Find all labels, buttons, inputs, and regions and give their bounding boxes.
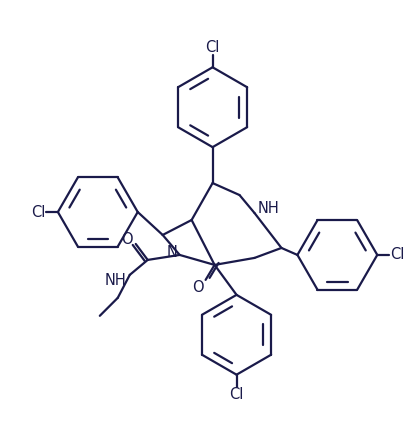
Text: Cl: Cl [31, 204, 45, 220]
Text: Cl: Cl [229, 387, 244, 402]
Text: Cl: Cl [390, 247, 405, 263]
Text: Cl: Cl [205, 40, 220, 55]
Text: NH: NH [105, 273, 127, 288]
Text: O: O [121, 233, 132, 247]
Text: NH: NH [258, 201, 279, 216]
Text: O: O [192, 280, 203, 296]
Text: N: N [166, 246, 177, 260]
